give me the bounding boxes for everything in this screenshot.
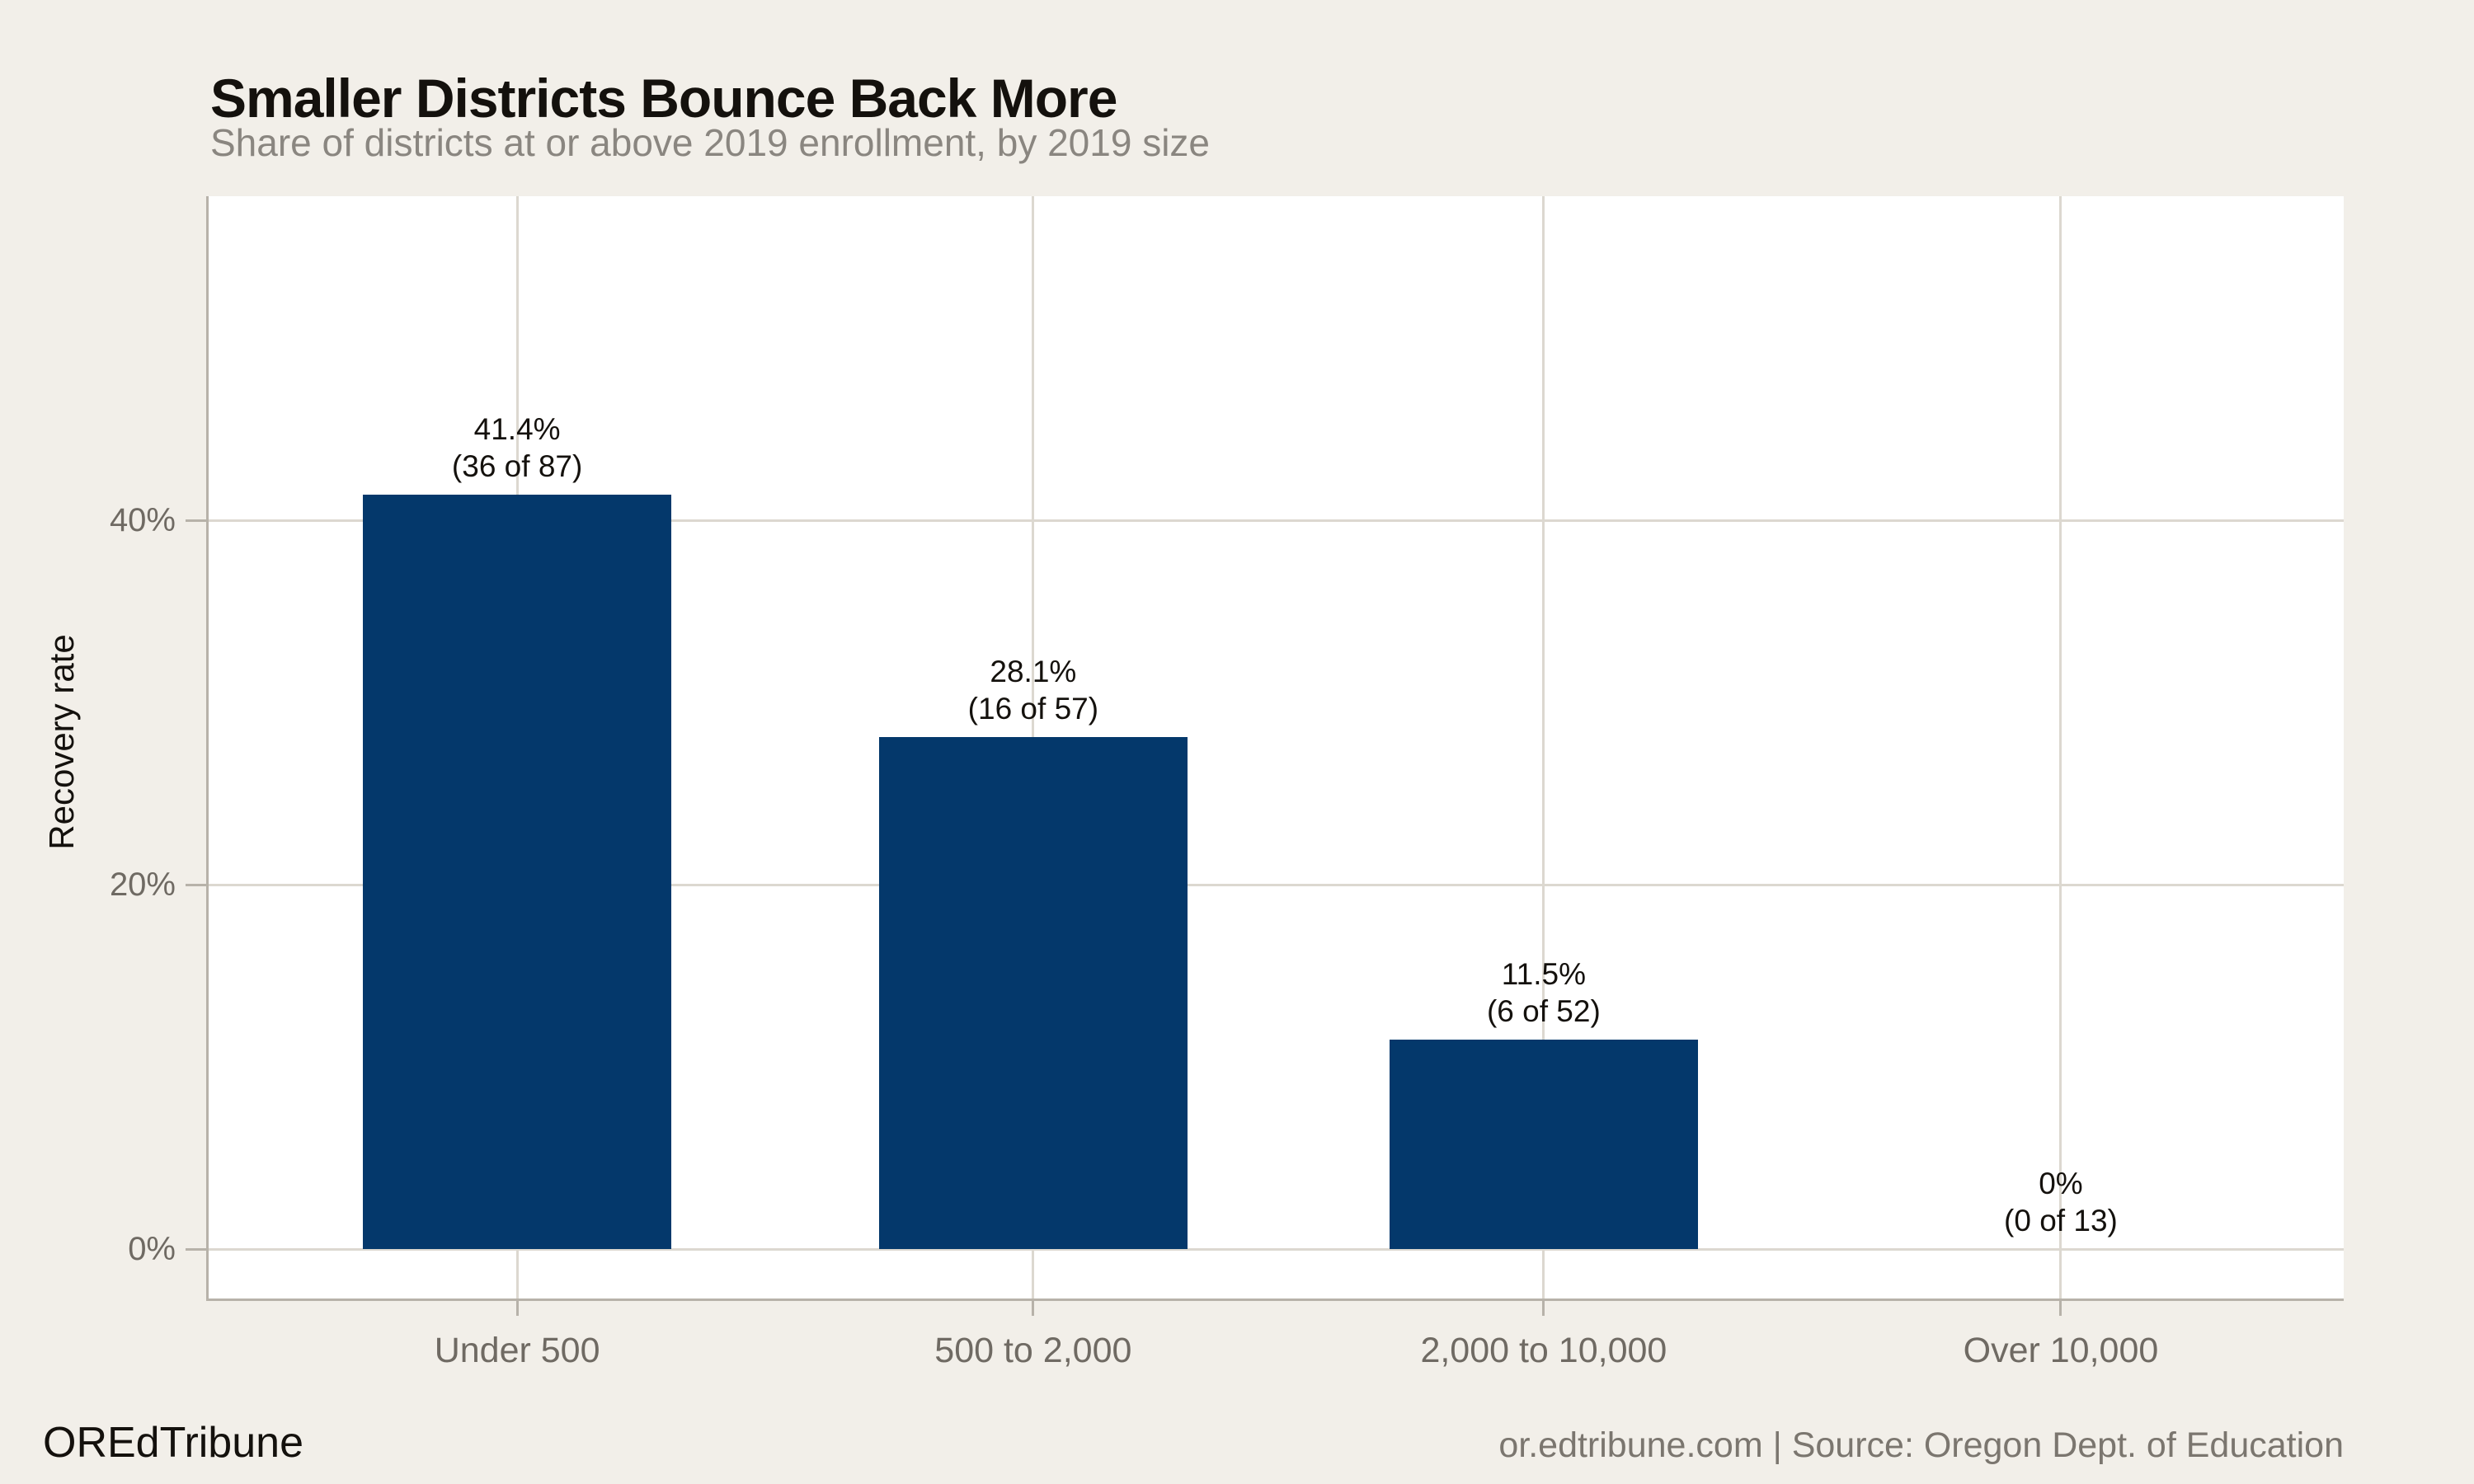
chart-title: Smaller Districts Bounce Back More	[210, 68, 1117, 129]
y-axis-tick-mark	[186, 1247, 207, 1251]
x-axis-category-label: Under 500	[434, 1331, 600, 1370]
bar	[878, 737, 1188, 1250]
y-axis-title: Recovery rate	[42, 634, 81, 850]
bar-percent-label: 0%	[2039, 1167, 2083, 1201]
chart-subtitle: Share of districts at or above 2019 enro…	[210, 121, 1211, 164]
bar-count-label: (6 of 52)	[1486, 994, 1601, 1029]
plot-panel: 41.4% (36 of 87) 28.1% (16 of 57) 11.5% (6 of…	[206, 196, 2344, 1301]
bar-percent-label: 28.1%	[990, 655, 1077, 689]
y-axis-tick-label: 40%	[109, 502, 176, 539]
gridline-horizontal	[209, 883, 2344, 886]
x-axis-category-label: Over 10,000	[1963, 1331, 2159, 1370]
bar	[1389, 1040, 1698, 1250]
x-axis-line	[206, 1298, 2344, 1301]
y-axis-tick-mark	[186, 519, 207, 522]
x-axis-category-label: 2,000 to 10,000	[1420, 1331, 1667, 1370]
bar-count-label: (16 of 57)	[967, 692, 1099, 726]
bar-percent-label: 41.4%	[473, 412, 561, 447]
y-axis-tick-label: 20%	[109, 866, 176, 904]
y-axis-tick-label: 0%	[128, 1231, 176, 1268]
footer-brand: OREdTribune	[43, 1419, 303, 1467]
bar-value-label: 11.5% (6 of 52)	[1296, 956, 1791, 1030]
x-axis-tick-mark	[515, 1301, 519, 1316]
gridline-horizontal	[209, 1247, 2344, 1251]
bar-value-label: 41.4% (36 of 87)	[270, 411, 764, 485]
bar-value-label: 0% (0 of 13)	[1813, 1165, 2308, 1239]
bar-percent-label: 11.5%	[1501, 957, 1586, 992]
bar-count-label: (36 of 87)	[451, 449, 583, 484]
x-axis-tick-mark	[1542, 1301, 1545, 1316]
x-axis-category-label: 500 to 2,000	[934, 1331, 1132, 1370]
gridline-horizontal	[209, 519, 2344, 522]
y-axis-line	[206, 196, 209, 1298]
gridline-vertical	[1542, 196, 1545, 1298]
x-axis-tick-mark	[2059, 1301, 2062, 1316]
footer-source: or.edtribune.com | Source: Oregon Dept. …	[1498, 1425, 2344, 1465]
bar-count-label: (0 of 13)	[2004, 1204, 2118, 1238]
gridline-vertical	[2059, 196, 2062, 1298]
x-axis-tick-mark	[1032, 1301, 1035, 1316]
y-axis-tick-mark	[186, 883, 207, 886]
bar	[363, 495, 672, 1250]
bar-value-label: 28.1% (16 of 57)	[786, 653, 1281, 727]
